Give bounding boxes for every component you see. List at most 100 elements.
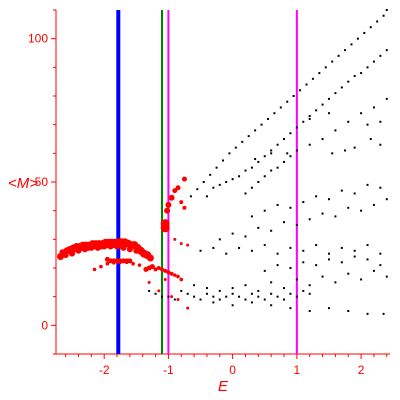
- data-point: [231, 232, 234, 235]
- data-point: [270, 292, 273, 295]
- data-point: [231, 304, 234, 307]
- data-point: [218, 298, 221, 301]
- vertical-marker-lines: [116, 10, 298, 354]
- data-point: [289, 246, 292, 249]
- data-point: [209, 173, 212, 176]
- data-point: [193, 284, 196, 287]
- data-point: [311, 77, 314, 80]
- data-point: [353, 192, 356, 195]
- data-point: [276, 252, 279, 255]
- data-point: [270, 149, 273, 152]
- data-point: [78, 244, 85, 251]
- data-point: [212, 295, 215, 298]
- data-point: [257, 181, 260, 183]
- data-point: [241, 140, 244, 143]
- data-point: [379, 120, 382, 123]
- data-point: [266, 117, 269, 120]
- data-point: [173, 298, 176, 301]
- data-point: [225, 252, 228, 255]
- data-point: [154, 292, 157, 295]
- data-point: [360, 72, 363, 75]
- data-point: [286, 152, 289, 155]
- data-point: [321, 275, 324, 278]
- data-point: [331, 60, 334, 63]
- data-point: [385, 49, 388, 52]
- data-point: [340, 246, 343, 249]
- data-point: [340, 189, 343, 192]
- data-point: [105, 261, 110, 266]
- data-point: [379, 252, 382, 255]
- data-point: [366, 66, 369, 69]
- data-point: [110, 242, 117, 249]
- data-point: [376, 20, 379, 23]
- data-point: [308, 310, 311, 312]
- data-point: [250, 215, 253, 218]
- data-point: [169, 271, 174, 276]
- data-point: [315, 264, 318, 267]
- data-point: [222, 159, 224, 162]
- data-point: [372, 106, 375, 109]
- data-point: [205, 195, 208, 198]
- data-point: [360, 209, 363, 212]
- data-point: [250, 166, 253, 169]
- data-point: [302, 289, 305, 292]
- data-point: [385, 275, 388, 278]
- data-point: [263, 175, 266, 178]
- data-point: [250, 301, 253, 304]
- data-point: [131, 261, 135, 266]
- data-point: [366, 123, 369, 126]
- data-point: [147, 280, 151, 284]
- data-point: [308, 284, 311, 287]
- data-point: [186, 243, 190, 247]
- data-point: [283, 298, 286, 301]
- x-tick-label: 1: [294, 363, 301, 377]
- data-point: [308, 218, 311, 221]
- y-tick-label: 100: [28, 32, 48, 46]
- data-point: [263, 298, 266, 301]
- data-point: [363, 31, 366, 34]
- data-point: [353, 249, 356, 252]
- y-ticks: 0 50 100: [28, 9, 56, 355]
- data-point: [212, 246, 215, 249]
- data-point: [295, 278, 298, 281]
- data-point: [244, 169, 247, 172]
- data-point: [59, 249, 66, 256]
- data-point: [137, 263, 142, 267]
- data-point: [179, 200, 184, 205]
- data-point: [385, 198, 388, 201]
- data-point: [273, 112, 276, 115]
- data-point: [212, 186, 215, 189]
- data-point: [205, 287, 208, 290]
- data-point: [244, 298, 247, 301]
- data-point: [347, 206, 350, 209]
- data-point: [360, 278, 363, 281]
- data-point: [356, 37, 359, 40]
- data-point: [347, 120, 350, 123]
- data-point: [218, 183, 221, 186]
- data-point: [334, 92, 337, 95]
- data-point: [91, 243, 98, 250]
- data-points: [56, 9, 388, 315]
- data-point: [117, 242, 124, 249]
- x-ticks: -2 -1 0 1 2: [65, 354, 388, 377]
- data-point: [149, 264, 155, 270]
- data-point: [372, 60, 375, 63]
- x-tick-label: 0: [229, 363, 236, 377]
- data-point: [315, 109, 318, 112]
- data-point: [318, 72, 321, 75]
- data-point: [289, 267, 292, 269]
- data-point: [254, 129, 257, 132]
- y-tick-label: 50: [35, 175, 49, 189]
- data-point: [321, 103, 324, 106]
- data-point: [366, 244, 369, 247]
- data-point: [379, 264, 382, 267]
- data-point: [182, 205, 187, 210]
- data-point: [305, 83, 308, 86]
- data-point: [166, 270, 171, 275]
- data-point: [250, 249, 253, 252]
- data-point: [302, 261, 305, 264]
- data-point: [180, 289, 183, 292]
- data-point: [337, 54, 340, 57]
- data-point: [331, 152, 334, 155]
- data-point: [263, 209, 266, 212]
